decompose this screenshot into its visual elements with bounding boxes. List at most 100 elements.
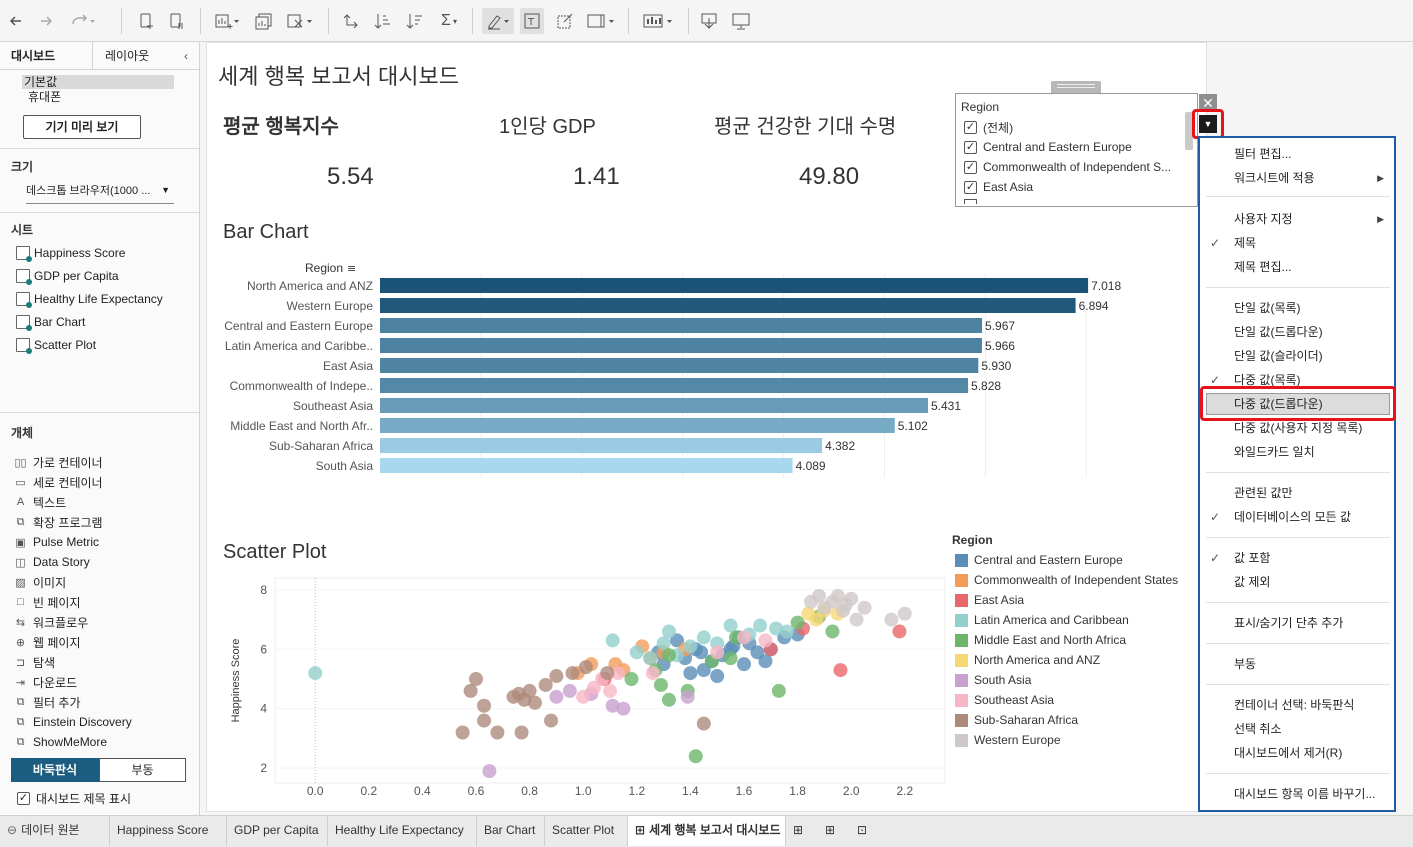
scatter-point[interactable] bbox=[830, 588, 845, 603]
sort-ascending-icon[interactable] bbox=[372, 8, 394, 34]
scatter-point[interactable] bbox=[710, 669, 725, 684]
scatter-point[interactable] bbox=[661, 624, 676, 639]
filter-option-all[interactable]: ✓ (전체) bbox=[964, 118, 1013, 136]
menu-item-relevant-values[interactable]: 관련된 값만 bbox=[1234, 486, 1293, 500]
scatter-point[interactable] bbox=[737, 630, 751, 645]
scatter-point[interactable] bbox=[833, 663, 848, 678]
menu-item-show-hide-button[interactable]: 표시/숨기기 단추 추가 bbox=[1234, 616, 1344, 630]
scatter-point[interactable] bbox=[656, 636, 671, 651]
scatter-point[interactable] bbox=[605, 633, 620, 648]
object-data-story[interactable]: ◫ Data Story bbox=[14, 553, 89, 571]
bar[interactable] bbox=[380, 278, 1089, 293]
object-pulse-metric[interactable]: ▣ Pulse Metric bbox=[14, 533, 99, 551]
bar[interactable] bbox=[380, 458, 793, 473]
redo-icon[interactable] bbox=[66, 8, 100, 34]
scatter-point[interactable] bbox=[455, 725, 470, 740]
object-vertical-container[interactable]: ▭ 세로 컨테이너 bbox=[14, 473, 102, 491]
checkbox-checked-icon[interactable]: ✓ bbox=[17, 792, 30, 805]
bar[interactable] bbox=[380, 298, 1076, 313]
scatter-point[interactable] bbox=[477, 698, 492, 713]
object-add-filter[interactable]: ⧉ 필터 추가 bbox=[14, 693, 81, 711]
scatter-point[interactable] bbox=[511, 686, 526, 701]
scatter-point[interactable] bbox=[753, 618, 768, 633]
checkbox-checked-icon[interactable]: ✓ bbox=[964, 140, 977, 154]
scatter-point[interactable] bbox=[600, 666, 615, 681]
object-image[interactable]: ▨ 이미지 bbox=[14, 573, 66, 591]
menu-item-rename[interactable]: 대시보드 항목 이름 바꾸기... bbox=[1234, 787, 1376, 801]
object-horizontal-container[interactable]: ▯▯ 가로 컨테이너 bbox=[14, 453, 102, 471]
menu-item-customize[interactable]: 사용자 지정 bbox=[1234, 212, 1293, 226]
new-datasource-icon[interactable] bbox=[136, 8, 156, 34]
legend-item[interactable]: South Asia bbox=[955, 671, 1031, 689]
highlight-icon[interactable] bbox=[482, 8, 514, 34]
menu-item-edit-filter[interactable]: 필터 편집... bbox=[1234, 147, 1292, 161]
scatter-point[interactable] bbox=[578, 660, 593, 675]
scatter-point[interactable] bbox=[469, 672, 483, 687]
legend-item[interactable]: Southeast Asia bbox=[955, 691, 1054, 709]
device-default[interactable]: 기본값 bbox=[22, 75, 174, 89]
filter-option[interactable]: ✓ Central and Eastern Europe bbox=[964, 138, 1132, 156]
menu-item-include-values[interactable]: 값 포함 bbox=[1234, 551, 1271, 565]
scatter-point[interactable] bbox=[490, 725, 505, 740]
scatter-point[interactable] bbox=[779, 624, 794, 639]
scatter-point[interactable] bbox=[629, 645, 644, 660]
scatter-point[interactable] bbox=[616, 701, 631, 716]
scatter-point[interactable] bbox=[576, 689, 591, 704]
scatter-point[interactable] bbox=[696, 630, 711, 645]
checkbox-checked-icon[interactable]: ✓ bbox=[964, 160, 977, 174]
legend-item[interactable]: Latin America and Caribbean bbox=[955, 611, 1129, 629]
bar[interactable] bbox=[380, 358, 979, 373]
scatter-point[interactable] bbox=[683, 666, 698, 681]
scatter-point[interactable] bbox=[482, 764, 497, 779]
show-me-icon[interactable] bbox=[640, 8, 676, 34]
checkbox-checked-icon[interactable]: ✓ bbox=[964, 180, 977, 194]
scatter-point[interactable] bbox=[694, 645, 709, 660]
swap-axes-icon[interactable] bbox=[340, 8, 364, 34]
scatter-point[interactable] bbox=[696, 663, 711, 678]
legend-item[interactable]: Middle East and North Africa bbox=[955, 631, 1126, 649]
more-options-dropdown-icon[interactable]: ▼ bbox=[1199, 115, 1217, 133]
bar[interactable] bbox=[380, 398, 928, 413]
sheet-item-gdp[interactable]: GDP per Capita bbox=[16, 267, 119, 285]
scatter-point[interactable] bbox=[758, 654, 773, 669]
close-icon[interactable]: ✕ bbox=[1199, 94, 1217, 112]
tab-happiness-score[interactable]: Happiness Score bbox=[110, 816, 227, 846]
legend-item[interactable]: Commonwealth of Independent States bbox=[955, 571, 1178, 589]
menu-item-wildcard[interactable]: 와일드카드 일치 bbox=[1234, 445, 1315, 459]
scatter-point[interactable] bbox=[463, 683, 478, 698]
tab-layout[interactable]: 레이아웃 bbox=[105, 49, 150, 63]
scatter-point[interactable] bbox=[683, 639, 698, 654]
drag-handle[interactable] bbox=[1051, 81, 1101, 93]
filter-option[interactable]: ✓ Commonwealth of Independent S... bbox=[964, 158, 1171, 176]
tab-life-expectancy[interactable]: Healthy Life Expectancy bbox=[328, 816, 477, 846]
pause-update-icon[interactable] bbox=[166, 8, 186, 34]
scatter-point[interactable] bbox=[643, 651, 658, 666]
scatter-point[interactable] bbox=[723, 651, 738, 666]
object-einstein-discovery[interactable]: ⧉ Einstein Discovery bbox=[14, 713, 132, 731]
scatter-point[interactable] bbox=[653, 677, 668, 692]
bar-chart[interactable]: Region ≡ North America and ANZ 7.018 Western… bbox=[207, 253, 1207, 493]
region-filter-card[interactable]: Region ✓ (전체) ✓ Central and Eastern Europe… bbox=[955, 93, 1198, 207]
sheet-item-scatter-plot[interactable]: Scatter Plot bbox=[16, 336, 96, 354]
bar[interactable] bbox=[380, 338, 982, 353]
scatter-point[interactable] bbox=[586, 680, 601, 695]
menu-item-select-container[interactable]: 컨테이너 선택: 바둑판식 bbox=[1234, 698, 1355, 712]
scatter-point[interactable] bbox=[661, 692, 676, 707]
menu-item-single-slider[interactable]: 단일 값(슬라이더) bbox=[1234, 349, 1323, 363]
clear-sheet-icon[interactable] bbox=[284, 8, 316, 34]
scatter-point[interactable] bbox=[544, 713, 559, 728]
scatter-point[interactable] bbox=[737, 657, 751, 672]
scatter-point[interactable] bbox=[661, 648, 676, 663]
menu-item-remove[interactable]: 대시보드에서 제거(R) bbox=[1234, 746, 1343, 760]
scatter-point[interactable] bbox=[750, 645, 765, 660]
scatter-point[interactable] bbox=[611, 666, 626, 681]
scatter-point[interactable] bbox=[769, 621, 784, 636]
duplicate-sheet-icon[interactable] bbox=[252, 8, 276, 34]
scatter-point[interactable] bbox=[857, 600, 872, 615]
scatter-point[interactable] bbox=[477, 713, 492, 728]
scatter-point[interactable] bbox=[603, 683, 617, 698]
menu-item-exclude-values[interactable]: 값 제외 bbox=[1234, 575, 1271, 589]
scatter-point[interactable] bbox=[809, 612, 824, 627]
sort-descending-icon[interactable] bbox=[404, 8, 426, 34]
scatter-point[interactable] bbox=[723, 618, 738, 633]
